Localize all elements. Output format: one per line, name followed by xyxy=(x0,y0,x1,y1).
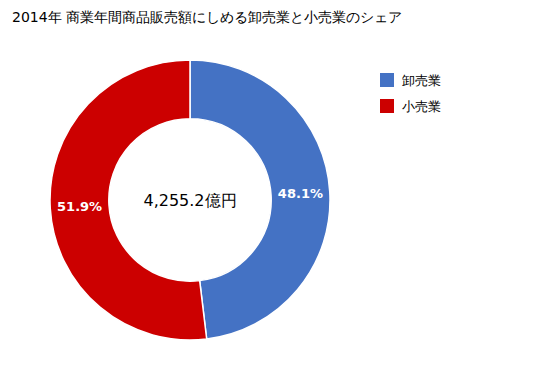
legend-label: 小売業 xyxy=(402,99,441,114)
legend: 卸売業小売業 xyxy=(380,73,441,114)
data-label: 48.1% xyxy=(278,186,323,201)
center-text: 4,255.2億円 xyxy=(143,191,236,210)
legend-label: 卸売業 xyxy=(402,73,441,88)
title: 2014年 商業年間商品販売額にしめる卸売業と小売業のシェア xyxy=(12,9,402,25)
chart: 2014年 商業年間商品販売額にしめる卸売業と小売業のシェア 48.1% 51.9%… xyxy=(0,0,560,366)
legend-swatch xyxy=(380,73,394,87)
data-label: 51.9% xyxy=(57,199,102,214)
labels: 48.1% 51.9% 4,255.2億円 xyxy=(57,186,323,214)
legend-swatch xyxy=(380,99,394,113)
legend-item: 小売業 xyxy=(380,99,441,114)
slices xyxy=(50,60,330,340)
legend-item: 卸売業 xyxy=(380,73,441,88)
